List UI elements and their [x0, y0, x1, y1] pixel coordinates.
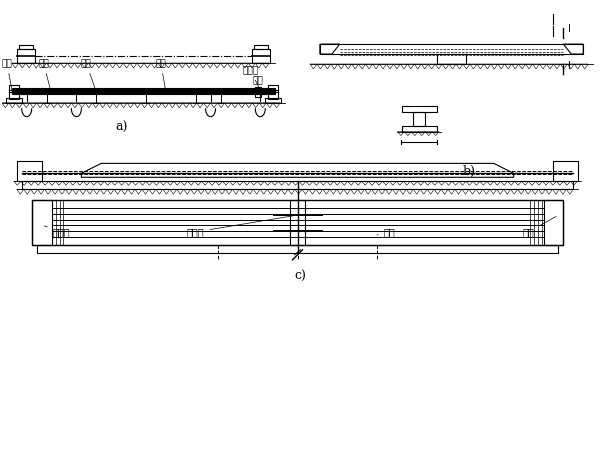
Bar — [17, 49, 35, 63]
Bar — [12, 88, 275, 94]
Text: I: I — [568, 24, 571, 34]
Bar — [437, 54, 466, 64]
Bar — [403, 126, 437, 131]
Text: 定位板: 定位板 — [44, 226, 70, 237]
Bar — [253, 49, 270, 63]
Text: 定位板: 定位板 — [242, 66, 261, 91]
Text: 承力架: 承力架 — [187, 216, 295, 237]
Bar — [320, 44, 583, 54]
Text: 横架: 横架 — [1, 59, 12, 91]
Bar — [544, 200, 563, 245]
Text: 底板: 底板 — [377, 227, 395, 237]
Bar — [290, 200, 305, 245]
Text: b): b) — [463, 165, 475, 178]
Bar — [403, 106, 437, 112]
Bar — [17, 162, 41, 181]
Bar — [265, 98, 281, 103]
Bar — [22, 181, 574, 189]
Bar — [413, 112, 425, 126]
Bar — [37, 245, 559, 253]
Bar — [268, 85, 278, 99]
Bar — [6, 98, 22, 103]
Text: 台面: 台面 — [155, 59, 166, 89]
Text: c): c) — [294, 270, 306, 283]
Bar — [32, 200, 563, 245]
Bar — [9, 85, 19, 99]
Text: a): a) — [115, 121, 127, 134]
Text: 横架: 横架 — [523, 216, 556, 237]
Bar — [32, 200, 52, 245]
Bar — [254, 45, 268, 49]
Text: 夹具: 夹具 — [253, 76, 263, 93]
Bar — [553, 162, 578, 181]
Bar — [255, 87, 261, 97]
Text: I: I — [568, 61, 571, 71]
Bar — [19, 45, 32, 49]
Text: 支架: 支架 — [38, 59, 51, 91]
Text: 力筋: 力筋 — [81, 59, 95, 89]
